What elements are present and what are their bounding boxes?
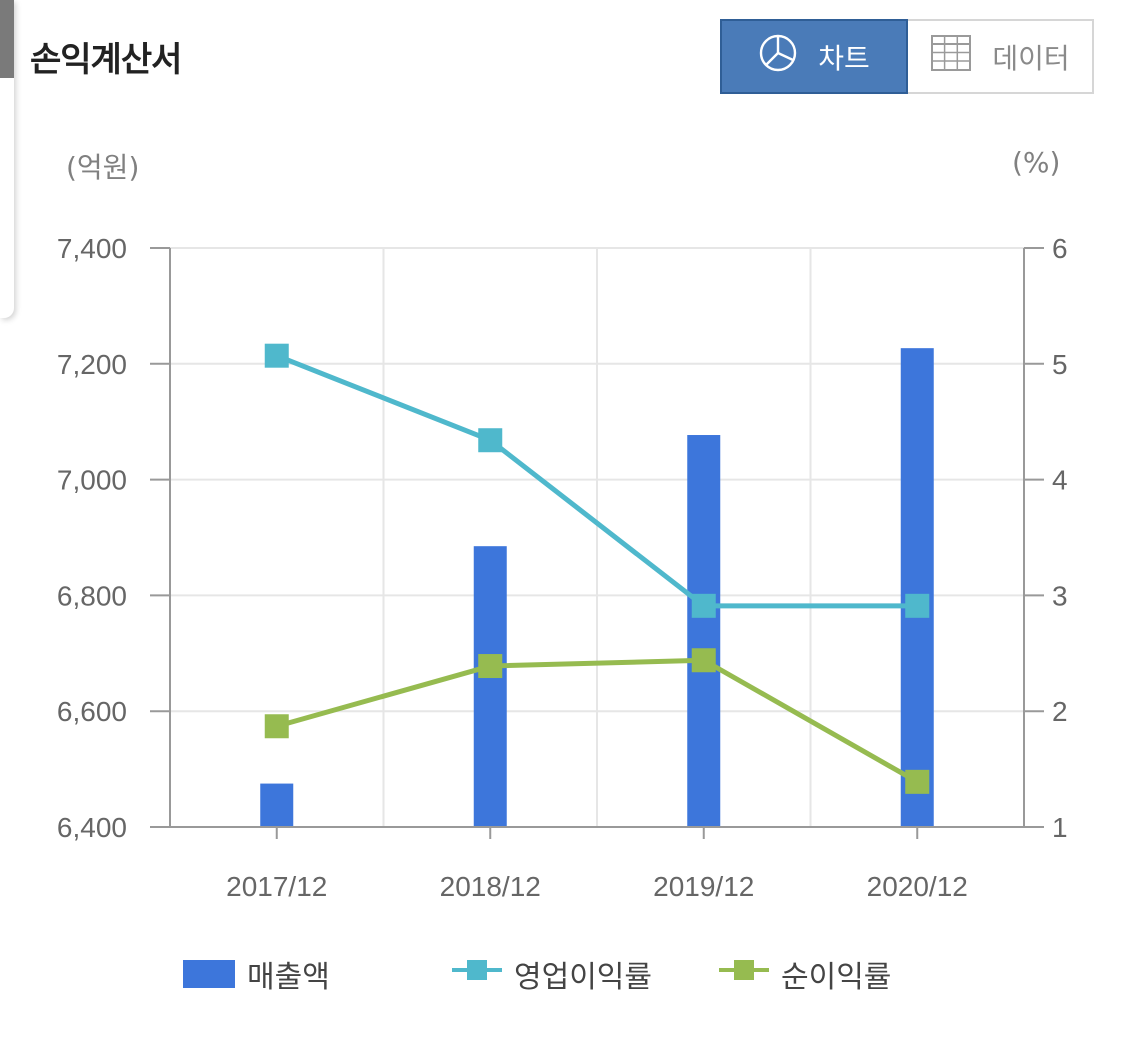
net-margin-marker [478, 654, 503, 679]
net-margin-marker [905, 769, 930, 794]
right-axis-tick-label: 1 [1052, 812, 1068, 843]
right-axis-unit: (%) [1012, 146, 1061, 179]
legend-swatch-net-margin [719, 956, 769, 992]
operating-margin-marker [905, 593, 930, 618]
legend-item-net-margin[interactable]: 순이익률 [719, 952, 891, 996]
right-axis-tick-label: 6 [1052, 233, 1068, 264]
revenue-bar [900, 348, 934, 827]
revenue-bar [260, 783, 294, 827]
chart-view-button[interactable]: 차트 [720, 19, 908, 94]
left-axis-tick-label: 7,200 [57, 349, 127, 380]
left-axis-tick-label: 7,000 [57, 465, 127, 496]
x-axis-tick-label: 2020/12 [867, 871, 968, 902]
right-axis-tick-label: 5 [1052, 349, 1068, 380]
legend-swatch-operating-margin [452, 956, 502, 992]
legend-label-net-margin: 순이익률 [781, 960, 892, 995]
left-axis-tick-label: 6,600 [57, 696, 127, 727]
operating-margin-marker [264, 343, 289, 368]
pie-chart-icon [758, 33, 798, 80]
left-axis-tick-label: 6,800 [57, 580, 127, 611]
revenue-bar [473, 546, 507, 827]
operating-margin-line [275, 353, 918, 609]
side-panel-grip [0, 0, 14, 78]
data-view-button[interactable]: 데이터 [908, 19, 1094, 94]
page-title: 손익계산서 [30, 40, 182, 80]
x-axis-tick-label: 2018/12 [440, 871, 541, 902]
left-axis-tick-label: 6,400 [57, 812, 127, 843]
table-grid-icon [930, 33, 972, 80]
right-axis-tick-label: 4 [1052, 465, 1068, 496]
data-view-label: 데이터 [992, 41, 1070, 75]
left-axis-unit: (억원) [66, 151, 140, 184]
revenue-bar [687, 435, 721, 827]
legend-swatch-bar [183, 960, 235, 988]
chart-view-label: 차트 [818, 41, 870, 75]
right-axis-tick-label: 3 [1052, 580, 1068, 611]
left-axis-tick-label: 7,400 [57, 233, 127, 264]
x-axis-tick-label: 2019/12 [653, 871, 754, 902]
net-margin-marker [264, 714, 289, 739]
right-axis-tick-label: 2 [1052, 696, 1068, 727]
view-toggle: 차트 데이터 [720, 19, 1094, 94]
net-margin-marker [691, 648, 716, 673]
operating-margin-marker [478, 428, 503, 453]
legend-item-revenue[interactable]: 매출액 [183, 952, 330, 996]
x-axis-tick-label: 2017/12 [226, 871, 327, 902]
legend-item-operating-margin[interactable]: 영업이익률 [452, 952, 652, 996]
side-panel-handle[interactable] [0, 0, 14, 318]
net-margin-line [276, 657, 919, 785]
chart-legend: 매출액 영업이익률 순이익률 [0, 952, 1125, 996]
legend-label-operating-margin: 영업이익률 [514, 960, 652, 995]
legend-label-revenue: 매출액 [247, 960, 330, 995]
operating-margin-marker [691, 593, 716, 618]
